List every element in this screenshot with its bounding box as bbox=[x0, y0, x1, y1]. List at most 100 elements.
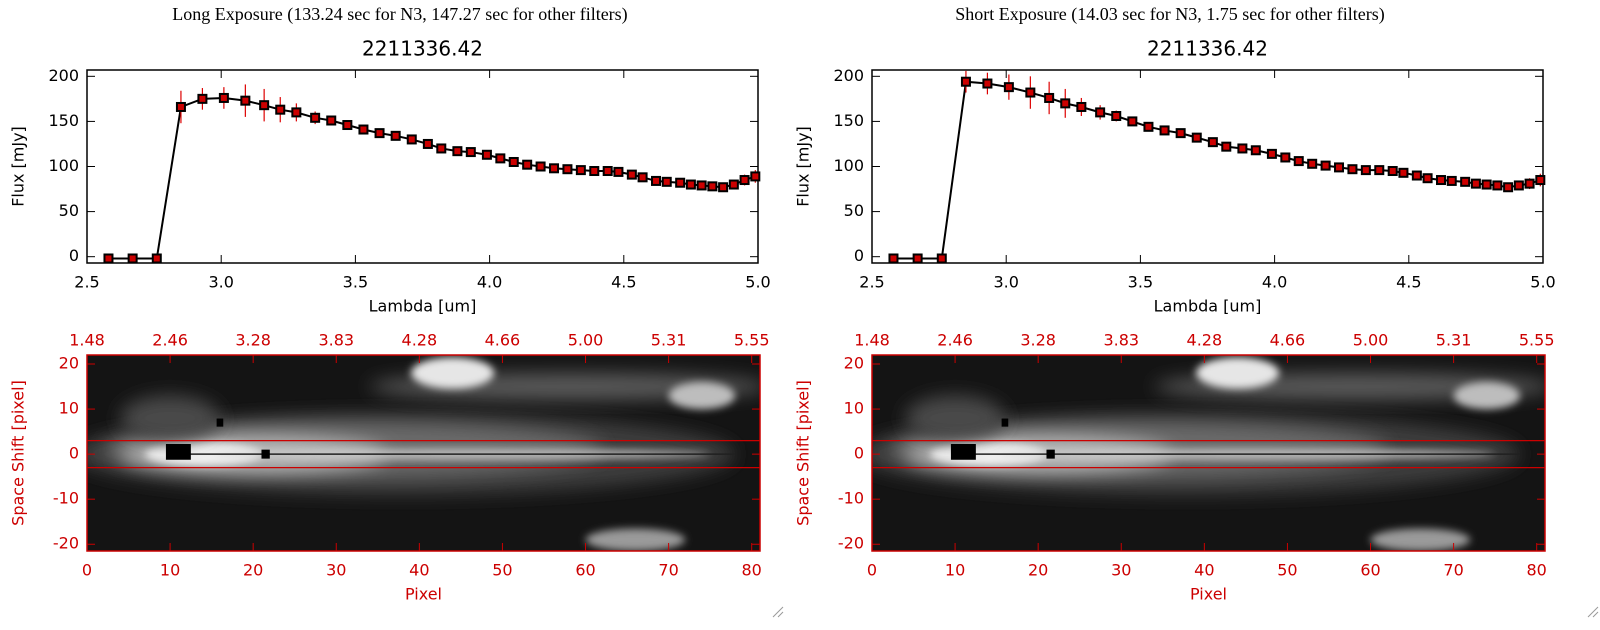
x2-tick-label: 3.28 bbox=[235, 331, 271, 350]
data-marker bbox=[1207, 137, 1218, 148]
data-marker bbox=[406, 134, 417, 145]
data-marker bbox=[1446, 175, 1457, 186]
spectral-image bbox=[87, 355, 760, 551]
data-marker bbox=[390, 130, 401, 141]
x-tick-label: 40 bbox=[1194, 561, 1214, 580]
x-tick-label: 70 bbox=[658, 561, 678, 580]
x2-tick-label: 2.46 bbox=[937, 331, 973, 350]
data-marker bbox=[1387, 166, 1398, 177]
data-marker bbox=[1460, 176, 1471, 187]
data-marker bbox=[661, 176, 672, 187]
data-marker bbox=[1191, 132, 1202, 143]
data-marker bbox=[1436, 175, 1447, 186]
data-marker bbox=[1127, 116, 1138, 127]
x2-tick-label: 3.83 bbox=[318, 331, 354, 350]
data-marker bbox=[1398, 167, 1409, 178]
image-feature bbox=[1001, 418, 1009, 427]
x-tick-label: 60 bbox=[1360, 561, 1380, 580]
x2-tick-label: 5.55 bbox=[1519, 331, 1555, 350]
x-tick-label: 2.5 bbox=[859, 273, 884, 292]
data-marker bbox=[436, 143, 447, 154]
data-marker bbox=[326, 115, 337, 126]
data-marker bbox=[218, 92, 229, 103]
data-marker bbox=[1535, 175, 1546, 186]
data-marker bbox=[1159, 125, 1170, 136]
plot-frame bbox=[86, 354, 761, 552]
y-tick-label: 100 bbox=[833, 156, 864, 175]
x-axis-label: Pixel bbox=[1190, 585, 1227, 604]
data-marker bbox=[508, 156, 519, 167]
data-marker bbox=[1076, 101, 1087, 112]
x-tick-label: 0 bbox=[82, 561, 92, 580]
x2-tick-label: 5.00 bbox=[1353, 331, 1389, 350]
x2-tick-label: 1.48 bbox=[854, 331, 890, 350]
data-marker bbox=[1237, 143, 1248, 154]
y-tick-label: 0 bbox=[69, 444, 79, 463]
image-feature bbox=[1196, 357, 1280, 389]
data-marker bbox=[1411, 170, 1422, 181]
image-feature bbox=[1046, 449, 1055, 459]
y-tick-label: 20 bbox=[59, 354, 79, 373]
data-marker bbox=[982, 78, 993, 89]
y-tick-label: -20 bbox=[838, 534, 864, 553]
data-marker bbox=[522, 159, 533, 170]
y-tick-label: -10 bbox=[838, 489, 864, 508]
data-marker bbox=[275, 104, 286, 115]
data-marker bbox=[197, 93, 208, 104]
data-marker bbox=[1003, 82, 1014, 93]
chart-title: 2211336.42 bbox=[362, 37, 483, 61]
image-feature bbox=[950, 443, 976, 460]
data-marker bbox=[1044, 92, 1055, 103]
image-feature bbox=[668, 382, 736, 410]
data-marker bbox=[562, 164, 573, 175]
x-tick-label: 3.0 bbox=[993, 273, 1018, 292]
data-marker bbox=[310, 112, 321, 123]
data-marker bbox=[1374, 165, 1385, 176]
chart-title: 2211336.42 bbox=[1147, 37, 1268, 61]
data-marker bbox=[575, 165, 586, 176]
resize-grip[interactable] bbox=[772, 606, 784, 618]
y-tick-label: 0 bbox=[854, 444, 864, 463]
data-marker bbox=[1470, 178, 1481, 189]
y-tick-label: 200 bbox=[48, 66, 79, 85]
panel-header: Long Exposure (133.24 sec for N3, 147.27… bbox=[172, 4, 627, 25]
data-marker bbox=[291, 107, 302, 118]
data-marker bbox=[549, 163, 560, 174]
x2-tick-label: 4.66 bbox=[485, 331, 521, 350]
x2-tick-label: 1.48 bbox=[69, 331, 105, 350]
panel-header: Short Exposure (14.03 sec for N3, 1.75 s… bbox=[955, 4, 1384, 25]
data-marker bbox=[127, 253, 138, 264]
y-axis-label: Flux [mJy] bbox=[794, 126, 813, 207]
data-marker bbox=[685, 179, 696, 190]
data-marker bbox=[1347, 164, 1358, 175]
data-marker bbox=[374, 128, 385, 139]
x-tick-label: 60 bbox=[575, 561, 595, 580]
image-feature bbox=[261, 449, 270, 459]
x-tick-label: 70 bbox=[1443, 561, 1463, 580]
x2-tick-label: 4.28 bbox=[402, 331, 438, 350]
x-tick-label: 0 bbox=[867, 561, 877, 580]
data-marker bbox=[651, 175, 662, 186]
data-marker bbox=[750, 171, 761, 182]
x-tick-label: 3.5 bbox=[343, 273, 368, 292]
data-marker bbox=[1360, 165, 1371, 176]
x2-tick-label: 3.83 bbox=[1103, 331, 1139, 350]
data-marker bbox=[240, 95, 251, 106]
x-tick-label: 3.5 bbox=[1128, 273, 1153, 292]
data-marker bbox=[1250, 145, 1261, 156]
x2-tick-label: 5.00 bbox=[568, 331, 604, 350]
y-axis-label: Flux [mJy] bbox=[9, 126, 28, 207]
y-axis-label: Space Shift [pixel] bbox=[9, 380, 28, 526]
data-marker bbox=[675, 177, 686, 188]
data-marker bbox=[1111, 110, 1122, 121]
x-tick-label: 10 bbox=[160, 561, 180, 580]
resize-grip[interactable] bbox=[1587, 606, 1599, 618]
data-marker bbox=[613, 166, 624, 177]
image-feature bbox=[1370, 528, 1471, 551]
x2-tick-label: 4.28 bbox=[1187, 331, 1223, 350]
data-marker bbox=[1025, 87, 1036, 98]
y-tick-label: -20 bbox=[53, 534, 79, 553]
data-marker bbox=[707, 181, 718, 192]
x2-tick-label: 2.46 bbox=[152, 331, 188, 350]
x2-tick-label: 4.66 bbox=[1270, 331, 1306, 350]
